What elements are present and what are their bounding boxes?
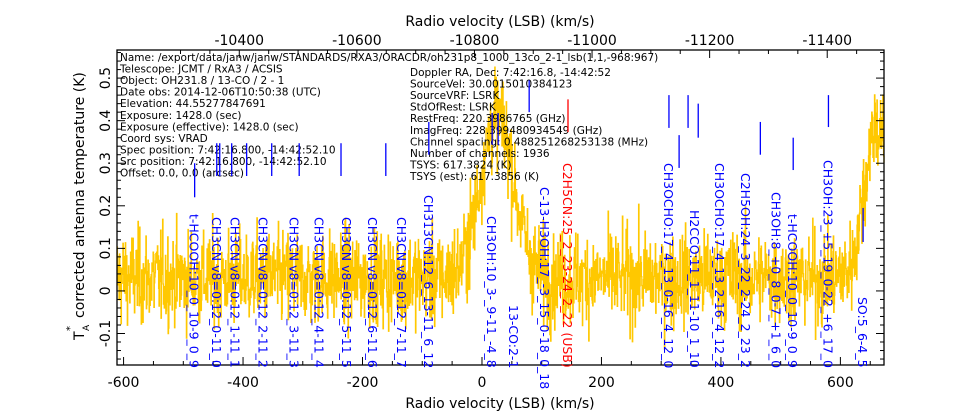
y-tick-label: 0.3 [98,152,114,174]
x-tick-label: 0 [478,375,487,391]
info-block: Name: /export/data/janw/janw/STANDARDS/R… [119,52,658,183]
line-label: CH3CN v8=0:12_7-11_7 [394,217,409,368]
plot-frame [116,49,885,366]
line-label: CH3CN v8=0:12_5-11_5 [339,217,354,368]
line-label: CH3CN v8=0:12_6-11_6 [365,217,380,368]
y-axis-title-sub: A [82,324,92,331]
top-x-tick-label: -10600 [332,33,382,49]
line-label: CH3OH:23_+5_19_0-22_+6_17_0 [820,160,835,368]
y-tick-label: 0 [98,286,114,295]
top-axis-title: Radio velocity (LSB) (km/s) [405,14,594,30]
info-line: TSYS (est): 617.3856 (K) [409,171,539,183]
info-line: Exposure: 1428.0 (sec) [120,110,241,122]
info-line: Name: /export/data/janw/janw/STANDARDS/R… [120,52,658,64]
line-label: C2H5CN:25_2_23-24_2_22 (USB) [560,163,575,368]
info-line: Offset: 0.0, 0.0 (arcsec) [120,168,244,180]
top-x-tick-label: -10800 [450,33,500,49]
info-line: SourceVel: 30.0015010384123 [410,79,572,91]
x-tick-label: 200 [588,375,615,391]
top-x-tick-label: -11400 [802,33,852,49]
y-tick-label: 0.1 [98,237,114,259]
line-label: CH313CN:12_6_13-11_6_12 [421,195,436,368]
info-line: Exposure (effective): 1428.0 (sec) [120,121,299,133]
y-axis-title: T A * corrected antenna temperature (K) [65,72,92,341]
info-line: Date obs: 2014-12-06T10:50:38 (UTC) [120,87,321,99]
line-label: CH3OH:10_3-_9-11_-4_8 [484,216,499,368]
line-label: t-HCOOH:10_0_10-9_0_9 [785,214,800,368]
info-line: Doppler RA, Dec: 7:42:16.8, -14:42:52 [410,67,611,79]
x-tick-label: 600 [827,375,854,391]
info-line: Src position: 7:42:16.800, -14:42:52.10 [120,156,327,168]
y-tick-label: 0.2 [98,195,114,217]
line-label: CH3CN v8=0:12_4-11_4 [312,217,327,368]
x-tick-label: -400 [227,375,259,391]
y-axis-title-text: corrected antenna temperature (K) [72,72,88,318]
line-label: CH3CN v8=0:12_0-11_0 [209,217,224,368]
info-line: SourceVRF: LSRK [410,90,500,102]
line-label: CH3OH:8_+0_8_0-7_+1_6_0 [768,192,783,368]
info-line: ImagFreq: 228.399480934549 (GHz) [410,125,602,137]
x-tick-label: 400 [708,375,735,391]
line-label: CH3OCHO:17_4_13_0-16_4_12_0 [661,163,676,368]
info-line: Spec position: 7:42:16.800, -14:42:52.10 [120,144,336,156]
info-line: Channel spacing: 0.488251268253138 (MHz) [410,136,648,148]
line-label: CH3OCHO:17_4_13_2-16_4_12_2 [712,163,727,368]
info-line: StdOfRest: LSRK [410,102,497,114]
y-tick-label: 0.5 [98,67,114,89]
top-x-tick-label: -11200 [685,33,735,49]
info-line: TSYS: 617.3824 (K) [409,159,512,171]
x-tick-label: -200 [347,375,379,391]
x-axis-title: Radio velocity (LSB) (km/s) [405,396,594,412]
x-tick-label: -600 [108,375,140,391]
y-tick-label: -0.1 [98,320,114,347]
top-x-tick-label: -11000 [567,33,617,49]
y-axis-title-t: T [72,331,88,341]
spectrum-trace [116,66,885,350]
info-line: Number of channels: 1936 [410,148,550,160]
line-markers: t-HCOOH:10_0_10-9_0_9 CH3CN v8=0:12_0-11_… [187,80,870,389]
line-label: CH3CN v8=0:12_2-11_2 [256,217,271,368]
info-line: RestFreq: 220.3986765 (GHz) [410,113,565,125]
line-label: C-13-H3OH:17_-3_15_0-18_0_18 [537,187,552,389]
line-label: CH3CN v8=0:12_3-11_3 [287,217,302,368]
line-label: t-HCOOH:10_0_10-9_0_9 [187,214,202,368]
y-tick-label: 0.4 [98,109,114,131]
line-label: C2H5OH:24_3_22_2-24_2_23_2 [738,173,753,368]
spectrum-layer [116,66,885,350]
info-line: Elevation: 44.55277847691 [120,98,266,110]
top-x-tick-label: -10400 [214,33,264,49]
axes: -600 -400 -200 0 200 400 600 -10400 -10600 -10800… [98,33,885,391]
y-axis-title-sup: * [65,326,76,331]
info-line: Object: OH231.8 / 13-CO / 2 - 1 [120,75,284,87]
line-label: CH3CN v8=0:12_1-11_1 [228,217,243,368]
info-line: Coord sys: VRAD [120,133,208,145]
line-label: SO:5_6-4_5 [855,297,870,368]
line-label: H2CCO:11_1_11-10_1_10 [687,210,702,368]
line-label: 13-CO:2-1 [506,305,521,368]
info-line: Telescope: JCMT / RxA3 / ACSIS [119,64,283,76]
